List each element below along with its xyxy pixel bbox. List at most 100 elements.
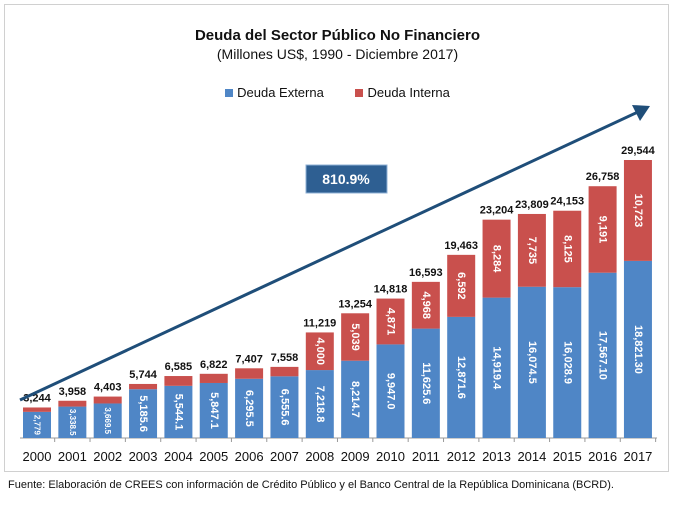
total-label-2000: 3,244 [23, 392, 51, 404]
growth-annotation-box [305, 164, 388, 194]
total-label-2004: 6,585 [165, 361, 193, 373]
bar-externa-2003 [129, 389, 158, 438]
legend-item-interna: Deuda Interna [355, 85, 450, 100]
data-label-externa-2001: 3,338.5 [68, 409, 77, 436]
bar-interna-2007 [270, 366, 299, 377]
bar-externa-2001 [58, 406, 87, 438]
bar-externa-2002 [93, 403, 122, 438]
bar-interna-2009 [341, 313, 370, 361]
bar-interna-2011 [411, 281, 440, 329]
total-label-2011: 16,593 [409, 267, 443, 279]
data-label-externa-2010: 9,947.0 [385, 373, 397, 410]
data-label-interna-2009: 5,039 [349, 323, 361, 351]
x-tick-label-2004: 2004 [164, 449, 193, 464]
total-label-2003: 5,744 [129, 369, 157, 381]
bar-externa-2013 [482, 297, 511, 438]
bar-externa-2011 [411, 328, 440, 438]
legend-item-externa: Deuda Externa [225, 85, 324, 100]
bar-interna-2012 [447, 254, 476, 317]
growth-annotation-label: 810.9% [322, 171, 370, 187]
total-label-2009: 13,254 [338, 298, 373, 310]
x-tick-label-2012: 2012 [447, 449, 476, 464]
data-label-interna-2008: 4,000 [314, 337, 326, 365]
data-label-externa-2016: 17,567.10 [597, 331, 609, 380]
bar-interna-2013 [482, 219, 511, 298]
total-label-2013: 23,204 [480, 205, 515, 217]
bar-externa-2012 [447, 316, 476, 438]
bar-externa-2005 [199, 382, 228, 438]
bar-interna-2004 [164, 376, 193, 386]
x-tick-label-2000: 2000 [23, 449, 52, 464]
total-label-2005: 6,822 [200, 359, 228, 371]
total-label-2006: 7,407 [235, 353, 263, 365]
bar-externa-2014 [517, 286, 546, 438]
data-label-interna-2011: 4,968 [420, 291, 432, 319]
bar-interna-2014 [517, 213, 546, 287]
bar-interna-2016 [588, 186, 617, 273]
data-label-interna-2014: 7,735 [526, 237, 538, 265]
data-label-interna-2013: 8,284 [491, 245, 503, 273]
data-label-externa-2005: 5,847.1 [208, 392, 220, 429]
bar-interna-2008 [305, 332, 334, 371]
trend-arrow-line [19, 109, 641, 402]
data-label-externa-2012: 12,871.6 [455, 356, 467, 399]
total-label-2010: 14,818 [374, 284, 408, 296]
data-label-externa-2004: 5,544.1 [172, 394, 184, 431]
x-tick-label-2001: 2001 [58, 449, 87, 464]
data-label-externa-2013: 14,919.4 [491, 346, 503, 390]
x-tick-label-2014: 2014 [517, 449, 546, 464]
data-label-interna-2015: 8,125 [561, 235, 573, 263]
bar-interna-2010 [376, 298, 405, 345]
total-label-2017: 29,544 [621, 145, 656, 157]
total-label-2016: 26,758 [586, 171, 620, 183]
chart-frame [4, 4, 669, 472]
total-label-2015: 24,153 [550, 196, 584, 208]
data-label-interna-2010: 4,871 [385, 308, 397, 336]
legend-swatch-externa [225, 89, 234, 97]
bar-externa-2009 [341, 360, 370, 438]
x-tick-label-2015: 2015 [553, 449, 582, 464]
x-tick-label-2007: 2007 [270, 449, 299, 464]
bar-interna-2001 [58, 400, 87, 407]
data-label-interna-2017: 10,723 [632, 194, 644, 228]
data-label-externa-2009: 8,214.7 [349, 381, 361, 418]
x-tick-label-2017: 2017 [623, 449, 652, 464]
data-label-externa-2000: 2,779 [33, 415, 42, 436]
bar-externa-2017 [623, 260, 652, 438]
total-label-2008: 11,219 [303, 317, 336, 329]
x-tick-label-2006: 2006 [235, 449, 264, 464]
x-tick-label-2005: 2005 [199, 449, 228, 464]
x-tick-label-2016: 2016 [588, 449, 617, 464]
trend-arrow-head-icon [632, 105, 650, 121]
legend-swatch-interna [355, 89, 364, 97]
data-label-externa-2007: 6,555.6 [278, 389, 290, 426]
x-tick-label-2013: 2013 [482, 449, 511, 464]
x-tick-label-2008: 2008 [305, 449, 334, 464]
bar-externa-2004 [164, 385, 193, 438]
data-label-externa-2002: 3,669.5 [103, 407, 112, 434]
data-label-externa-2015: 16,028.9 [561, 341, 573, 384]
data-label-externa-2014: 16,074.5 [526, 341, 538, 384]
bar-interna-2015 [553, 210, 582, 288]
total-label-2001: 3,958 [59, 386, 87, 398]
data-label-externa-2008: 7,218.8 [314, 386, 326, 423]
legend-label-externa: Deuda Externa [237, 85, 324, 100]
bar-interna-2005 [199, 373, 228, 383]
chart-subtitle: (Millones US$, 1990 - Diciembre 2017) [216, 46, 459, 62]
bar-externa-2006 [235, 378, 264, 438]
x-tick-label-2003: 2003 [129, 449, 158, 464]
bar-interna-2003 [129, 383, 158, 390]
bar-interna-2006 [235, 368, 264, 379]
bar-interna-2002 [93, 396, 122, 404]
total-label-2007: 7,558 [271, 352, 299, 364]
bar-externa-2016 [588, 272, 617, 438]
x-tick-label-2009: 2009 [341, 449, 370, 464]
data-label-interna-2016: 9,191 [597, 216, 609, 244]
data-label-externa-2011: 11,625.6 [420, 362, 432, 404]
legend-label-interna: Deuda Interna [367, 85, 450, 100]
bar-externa-2007 [270, 376, 299, 438]
data-label-externa-2003: 5,185.6 [137, 395, 149, 432]
x-tick-label-2002: 2002 [93, 449, 122, 464]
total-label-2014: 23,809 [515, 199, 549, 211]
